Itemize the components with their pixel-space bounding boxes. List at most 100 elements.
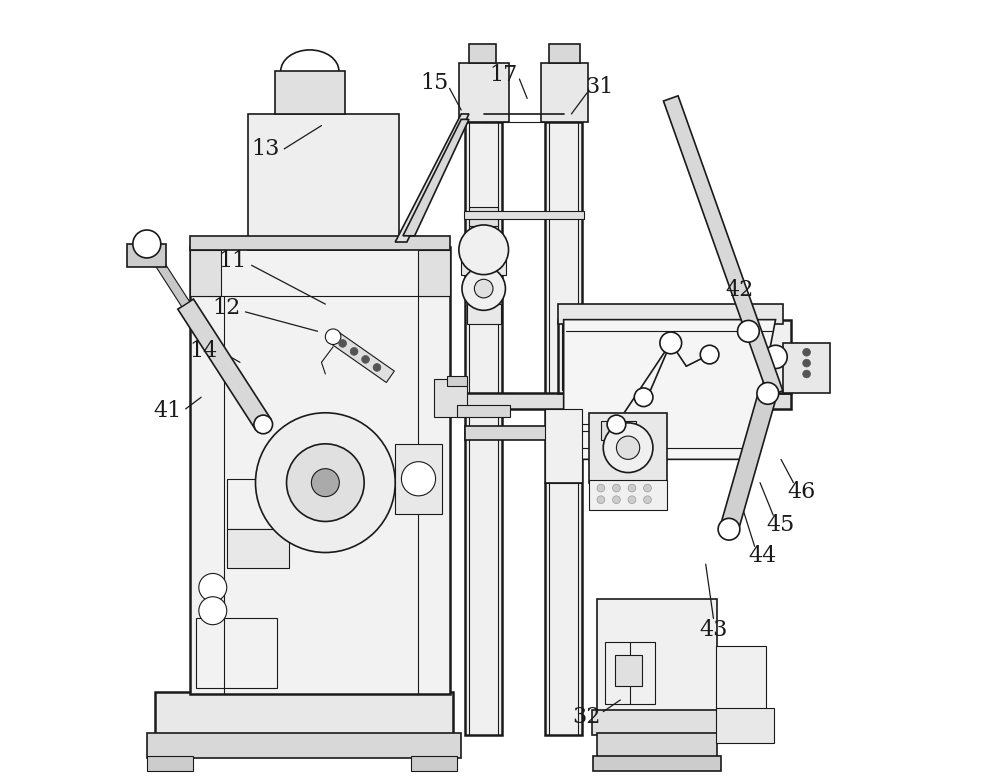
Circle shape (287, 444, 364, 521)
Circle shape (660, 332, 682, 354)
Bar (418, 250, 450, 296)
Text: 12: 12 (213, 297, 241, 319)
Circle shape (616, 436, 640, 460)
Circle shape (362, 355, 369, 363)
Bar (395, 444, 442, 513)
Bar (541, 63, 588, 122)
Text: 45: 45 (767, 514, 795, 536)
Polygon shape (395, 114, 469, 242)
Circle shape (597, 496, 605, 503)
Bar (190, 248, 450, 694)
Circle shape (700, 345, 719, 364)
Circle shape (462, 267, 505, 310)
Circle shape (634, 388, 653, 407)
Polygon shape (143, 241, 190, 307)
Bar (601, 421, 636, 440)
Circle shape (738, 320, 759, 342)
Text: 42: 42 (725, 279, 753, 301)
Bar (275, 71, 345, 114)
Bar (155, 693, 453, 735)
Text: 44: 44 (748, 545, 776, 567)
Bar (465, 426, 547, 440)
Text: 46: 46 (787, 481, 815, 503)
Bar (716, 708, 774, 742)
Bar (615, 655, 642, 686)
Bar (592, 710, 724, 735)
Bar (469, 207, 498, 227)
Circle shape (133, 230, 161, 258)
Text: 31: 31 (585, 76, 614, 98)
Bar (147, 756, 193, 771)
Polygon shape (464, 211, 584, 219)
Circle shape (644, 496, 651, 503)
Bar (545, 122, 582, 735)
Circle shape (339, 340, 347, 347)
Bar (469, 44, 496, 63)
Bar (434, 379, 467, 417)
Bar (605, 642, 655, 704)
Text: 41: 41 (154, 400, 182, 422)
Circle shape (373, 364, 381, 372)
Bar (457, 405, 510, 417)
Polygon shape (564, 319, 776, 460)
Bar (453, 393, 514, 407)
Text: 32: 32 (573, 706, 601, 728)
Bar (549, 44, 580, 63)
Circle shape (597, 485, 605, 492)
Bar (411, 756, 457, 771)
Bar (196, 619, 277, 689)
Bar (545, 409, 582, 483)
Text: 17: 17 (490, 64, 518, 86)
Circle shape (803, 348, 810, 356)
Polygon shape (178, 299, 271, 429)
Circle shape (613, 485, 620, 492)
Circle shape (255, 413, 395, 552)
Text: 13: 13 (251, 138, 280, 160)
Circle shape (459, 225, 509, 275)
Polygon shape (403, 119, 469, 236)
Bar (716, 646, 766, 712)
Text: 11: 11 (218, 250, 246, 273)
Circle shape (644, 485, 651, 492)
Polygon shape (663, 96, 783, 396)
Text: 43: 43 (699, 619, 728, 641)
Bar (597, 733, 717, 758)
Circle shape (803, 370, 810, 378)
Bar (227, 529, 289, 568)
Polygon shape (720, 391, 777, 532)
Circle shape (254, 415, 273, 434)
Text: 15: 15 (420, 72, 448, 94)
Bar (597, 599, 717, 712)
Bar (190, 236, 450, 250)
Bar (147, 733, 461, 758)
Circle shape (718, 518, 740, 540)
Circle shape (628, 485, 636, 492)
Bar (589, 413, 667, 483)
Bar (227, 479, 289, 529)
Bar (459, 63, 509, 122)
Circle shape (628, 496, 636, 503)
Bar (447, 376, 467, 386)
Bar (783, 343, 830, 393)
Bar (589, 481, 667, 509)
Bar (127, 244, 166, 267)
Circle shape (325, 329, 341, 344)
Circle shape (613, 496, 620, 503)
Circle shape (199, 597, 227, 625)
Bar (558, 304, 783, 323)
Circle shape (474, 280, 493, 298)
Bar (190, 250, 221, 296)
Circle shape (607, 415, 626, 434)
Circle shape (199, 573, 227, 601)
Bar (558, 319, 791, 393)
Bar (465, 393, 791, 409)
Circle shape (764, 345, 787, 368)
Circle shape (803, 359, 810, 367)
Bar (467, 304, 501, 323)
Circle shape (401, 462, 436, 496)
Bar (593, 756, 721, 771)
Circle shape (311, 469, 339, 497)
Polygon shape (329, 331, 394, 382)
Bar (461, 256, 506, 275)
Circle shape (757, 382, 779, 404)
